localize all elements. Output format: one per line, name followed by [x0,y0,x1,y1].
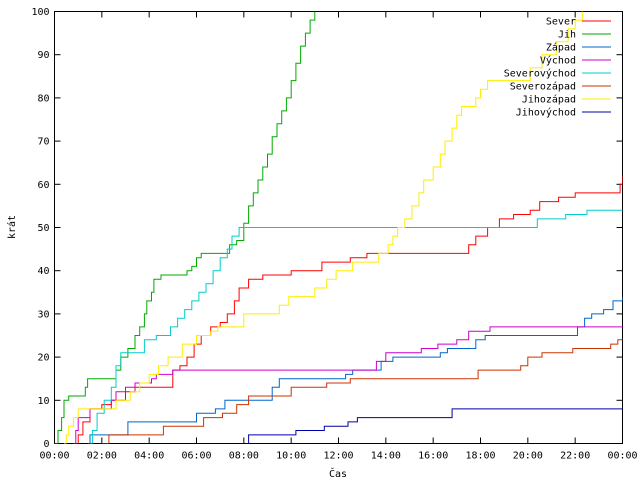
x-tick-label: 02:00 [87,451,117,462]
x-tick-label: 12:00 [323,451,353,462]
y-tick-label: 70 [37,137,49,148]
series-line-zapad [87,296,623,444]
y-tick-label: 90 [37,50,49,61]
legend-label: Jih [558,30,576,41]
y-tick-label: 40 [37,266,49,277]
series-layer [54,11,623,444]
legend-label: Západ [546,42,576,54]
y-tick-label: 50 [37,223,49,234]
x-tick-label: 10:00 [276,451,306,462]
legend-label: Jihovýchod [516,107,576,119]
y-tick-label: 80 [37,93,49,104]
y-tick-label: 100 [31,7,49,18]
x-tick-label: 22:00 [560,451,590,462]
y-axis-label: krát [6,215,18,239]
legend-label: Severovýchod [504,68,576,80]
x-tick-label: 20:00 [513,451,543,462]
series-line-severovychod [90,209,623,444]
legend: Sever JihZápadVýchodSeverovýchodSeverozáp… [504,17,611,119]
x-axis-ticks: 00:00 02:00 04:00 06:00 08:00 10:00 12:00 14:00… [39,11,638,462]
x-tick-label: 04:00 [134,451,164,462]
series-line-jihozapad [64,11,583,444]
legend-label: Sever [546,17,576,28]
y-tick-label: 10 [37,396,49,407]
legend-label: Severozápad [510,81,576,93]
x-tick-label: 14:00 [371,451,401,462]
legend-label: Východ [540,55,576,67]
x-tick-label: 00:00 [607,451,637,462]
series-line-severozapad [101,339,623,444]
y-axis-ticks: 0 10 20 30 40 50 60 70 80 90 100 [31,7,623,450]
y-tick-label: 60 [37,180,49,191]
x-tick-label: 08:00 [229,451,259,462]
x-tick-label: 16:00 [418,451,448,462]
series-line-jih [54,11,316,444]
series-line-vychod [73,326,623,444]
y-tick-label: 0 [43,439,49,450]
legend-label: Jihozápad [522,94,576,106]
x-tick-label: 06:00 [181,451,211,462]
x-axis-label: Čas [329,467,347,480]
y-tick-label: 20 [37,353,49,364]
x-tick-label: 18:00 [465,451,495,462]
series-line-sever [75,175,623,444]
x-tick-label: 00:00 [39,451,69,462]
series-line-jihovychod [246,408,623,444]
y-tick-label: 30 [37,309,49,320]
